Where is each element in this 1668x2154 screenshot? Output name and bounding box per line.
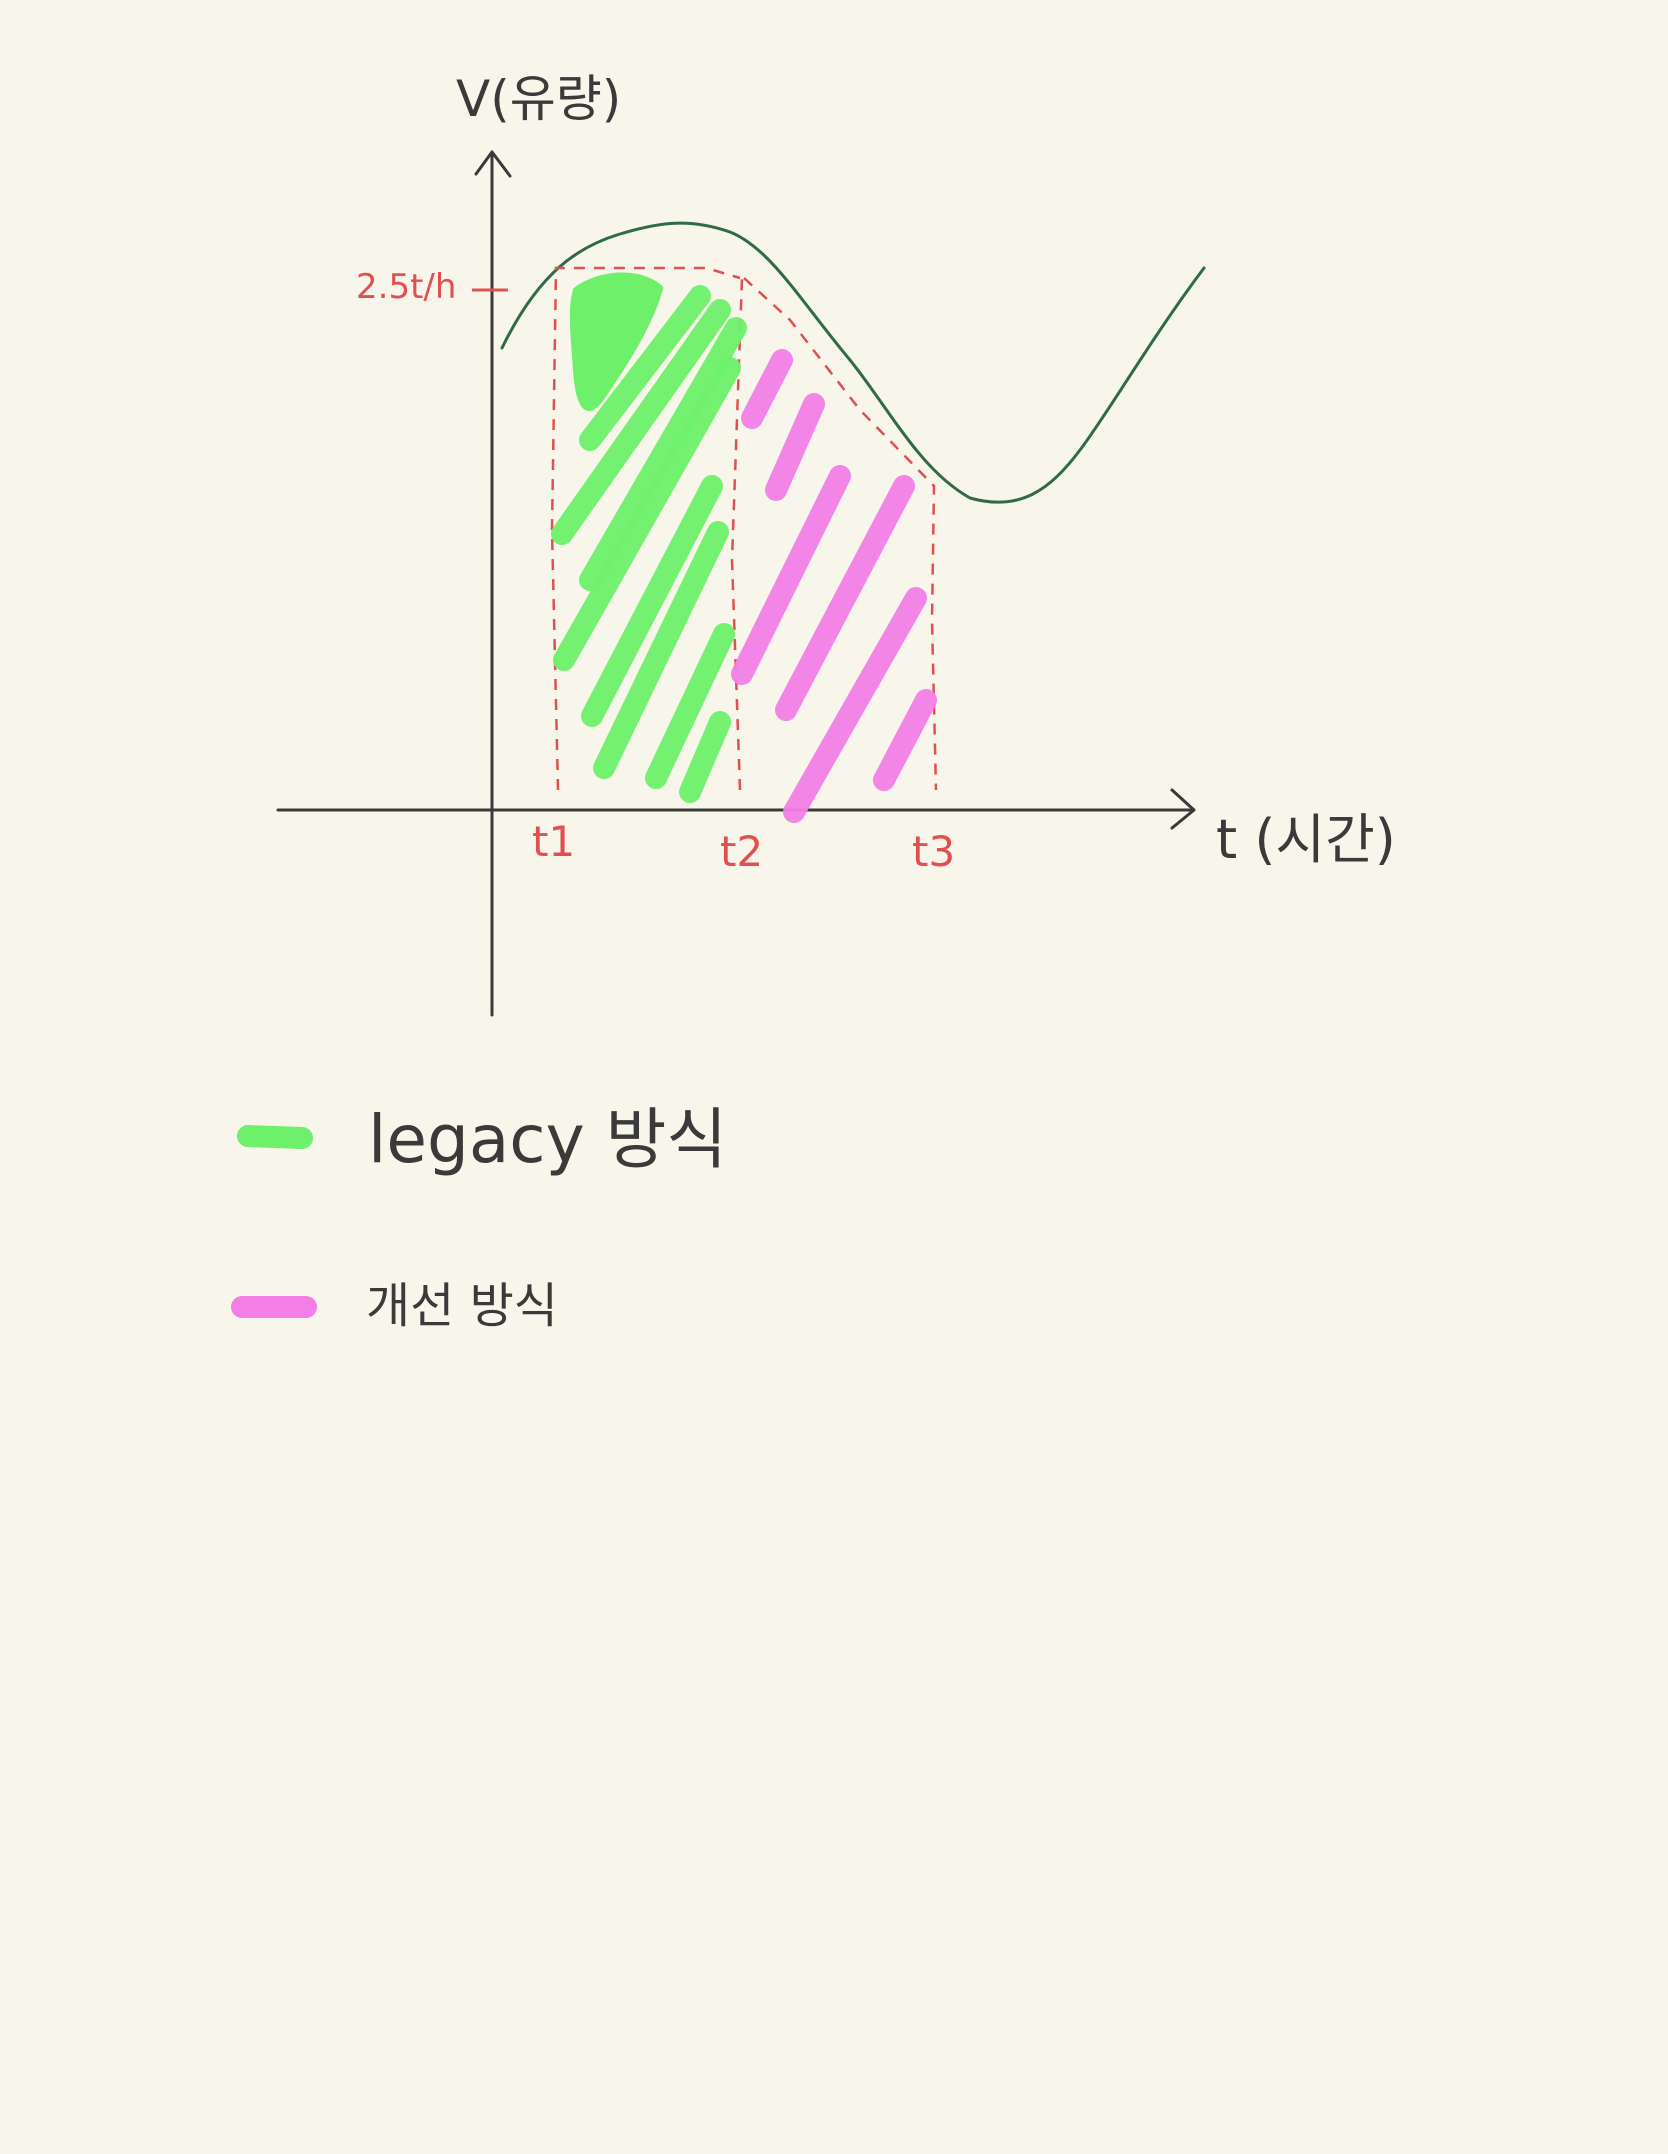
improved-hatch-stroke: [731, 465, 851, 685]
legacy-hatch-stroke: [679, 711, 731, 803]
legend-item-legacy: legacy 방식: [237, 1101, 727, 1178]
legacy-hatch-stroke: [581, 475, 723, 727]
legend-label-improved: 개선 방식: [366, 1278, 558, 1334]
legacy-hatch-stroke: [551, 299, 731, 545]
y-axis-label: V(유량): [456, 70, 621, 128]
x-axis: [276, 788, 1196, 830]
level-label: 2.5t/h: [356, 267, 456, 307]
legacy-hatch-stroke: [579, 285, 711, 451]
time-mark-t3: t3: [912, 827, 955, 876]
legacy-hatch-area: [551, 272, 747, 803]
legacy-hatch-stroke: [553, 357, 741, 671]
interval-box-legacy: [550, 266, 741, 791]
time-mark-t1: t1: [532, 817, 575, 866]
legend-label-legacy: legacy 방식: [368, 1101, 727, 1178]
legend-item-improved: 개선 방식: [231, 1278, 558, 1334]
interval-box-improved: [743, 277, 938, 791]
improved-hatch-stroke: [775, 475, 915, 721]
legend: legacy 방식 개선 방식: [231, 1101, 727, 1334]
time-mark-t2: t2: [720, 827, 763, 876]
legacy-hatch-stroke: [645, 623, 735, 789]
improved-hatch-stroke: [783, 587, 927, 823]
y-axis: [474, 150, 512, 1017]
legacy-hatch-stroke: [579, 317, 747, 591]
improved-hatch-stroke: [765, 393, 825, 501]
legacy-hatch-stroke: [593, 521, 729, 779]
improved-hatch-stroke: [873, 689, 937, 791]
x-axis-label: t (시간): [1216, 808, 1396, 871]
legend-swatch-legacy: [237, 1125, 313, 1149]
flow-rate-curve: [500, 221, 1206, 504]
improved-hatch-stroke: [741, 349, 793, 429]
improved-hatch-area: [731, 349, 937, 823]
legacy-hatch-blob: [569, 272, 664, 411]
interval-box-t2-boundary: [730, 277, 744, 791]
